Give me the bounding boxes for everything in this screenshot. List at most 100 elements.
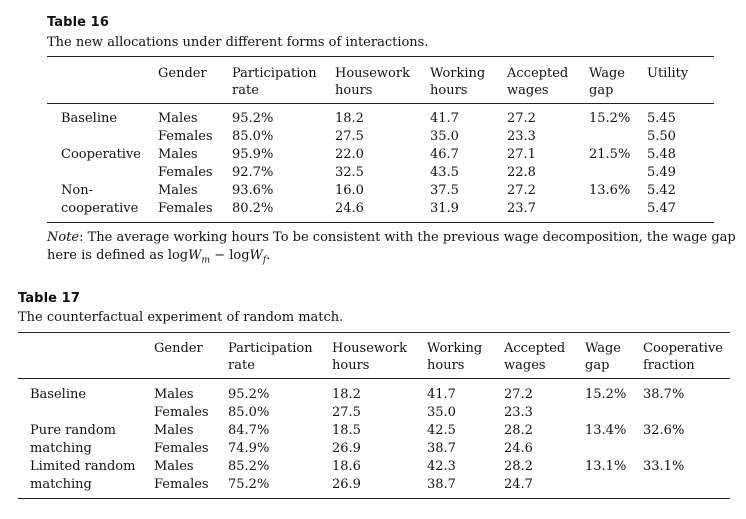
row-gender: Females [154,405,209,420]
row-housework: 22.0 [335,147,364,162]
row-gender: Females [154,441,209,456]
header-participation-2: rate [232,83,259,98]
row-cooperative: 33.1% [643,459,685,474]
row-working: 37.5 [430,183,459,198]
table-16-top-rule [47,56,714,57]
row-working: 31.9 [430,201,459,216]
row-gender: Males [154,387,194,402]
row-participation: 95.9% [232,147,274,162]
row-gender: Females [154,477,209,492]
row-accepted: 28.2 [504,423,533,438]
table-16-header-rule [47,103,714,104]
row-group: Non- [61,183,93,198]
table-17-bottom-rule [18,498,730,499]
row-group: cooperative [61,201,139,216]
table-16-note: Note: The average working hours To be co… [47,229,736,247]
row-wagegap: 13.1% [585,459,627,474]
table-16-note-line2: here is defined as logWm − logWf. [47,247,270,270]
row-participation: 92.7% [232,165,274,180]
row-housework: 16.0 [335,183,364,198]
row-group: Limited random [30,459,136,474]
row-working: 43.5 [430,165,459,180]
header-wagegap-2: gap [585,358,610,373]
row-utility: 5.50 [647,129,676,144]
row-housework: 26.9 [332,477,361,492]
row-accepted: 27.2 [507,111,536,126]
header-utility: Utility [647,66,689,81]
header-participation: Participation [232,66,317,81]
row-group: Cooperative [61,147,141,162]
header-housework-2: hours [335,83,373,98]
row-housework: 18.6 [332,459,361,474]
header-accepted: Accepted [504,341,566,356]
header-working-2: hours [427,358,465,373]
row-group: Pure random [30,423,116,438]
row-gender: Males [158,147,198,162]
row-group: matching [30,441,92,456]
row-group: matching [30,477,92,492]
row-accepted: 23.3 [504,405,533,420]
row-housework: 26.9 [332,441,361,456]
table-17-caption: The counterfactual experiment of random … [18,310,344,325]
row-group: Baseline [30,387,87,402]
row-gender: Males [158,111,198,126]
row-gender: Females [158,165,213,180]
row-cooperative: 32.6% [643,423,685,438]
row-housework: 18.5 [332,423,361,438]
header-working: Working [427,341,483,356]
note-math-w: W [188,248,202,263]
row-participation: 75.2% [228,477,270,492]
row-accepted: 27.2 [507,183,536,198]
row-participation: 93.6% [232,183,274,198]
note-math-sub-m: m [201,255,211,266]
table-16-caption: The new allocations under different form… [47,35,429,50]
note-text-line2: here is defined as log [47,248,189,263]
row-working: 38.7 [427,441,456,456]
note-text-line1: : The average working hours To be consis… [79,230,736,245]
row-housework: 18.2 [332,387,361,402]
table-17-title: Table 17 [18,291,80,306]
row-accepted: 24.6 [504,441,533,456]
row-wagegap: 15.2% [585,387,627,402]
row-housework: 24.6 [335,201,364,216]
row-accepted: 23.7 [507,201,536,216]
row-utility: 5.47 [647,201,676,216]
row-housework: 32.5 [335,165,364,180]
header-participation-2: rate [228,358,255,373]
row-working: 46.7 [430,147,459,162]
table-17-header-rule [18,378,730,379]
row-accepted: 27.2 [504,387,533,402]
row-participation: 74.9% [228,441,270,456]
row-working: 41.7 [430,111,459,126]
row-working: 38.7 [427,477,456,492]
row-working: 42.3 [427,459,456,474]
header-wagegap: Wage [585,341,621,356]
row-participation: 80.2% [232,201,274,216]
header-cooperative-2: fraction [643,358,695,373]
header-gender: Gender [154,341,203,356]
row-utility: 5.45 [647,111,676,126]
row-participation: 85.0% [232,129,274,144]
row-wagegap: 15.2% [589,111,631,126]
row-wagegap: 13.6% [589,183,631,198]
row-utility: 5.42 [647,183,676,198]
note-math-w: W [249,248,263,263]
header-accepted: Accepted [507,66,569,81]
header-accepted-2: wages [507,83,549,98]
row-housework: 18.2 [335,111,364,126]
note-label: Note [47,230,80,245]
row-housework: 27.5 [332,405,361,420]
header-wagegap: Wage [589,66,625,81]
row-gender: Females [158,201,213,216]
row-utility: 5.48 [647,147,676,162]
header-housework: Housework [332,341,407,356]
row-working: 35.0 [430,129,459,144]
row-accepted: 28.2 [504,459,533,474]
header-wagegap-2: gap [589,83,614,98]
note-end: . [266,248,271,263]
note-math-sub-f: f [262,255,267,266]
row-participation: 85.2% [228,459,270,474]
row-working: 41.7 [427,387,456,402]
row-gender: Males [154,423,194,438]
row-accepted: 27.1 [507,147,536,162]
